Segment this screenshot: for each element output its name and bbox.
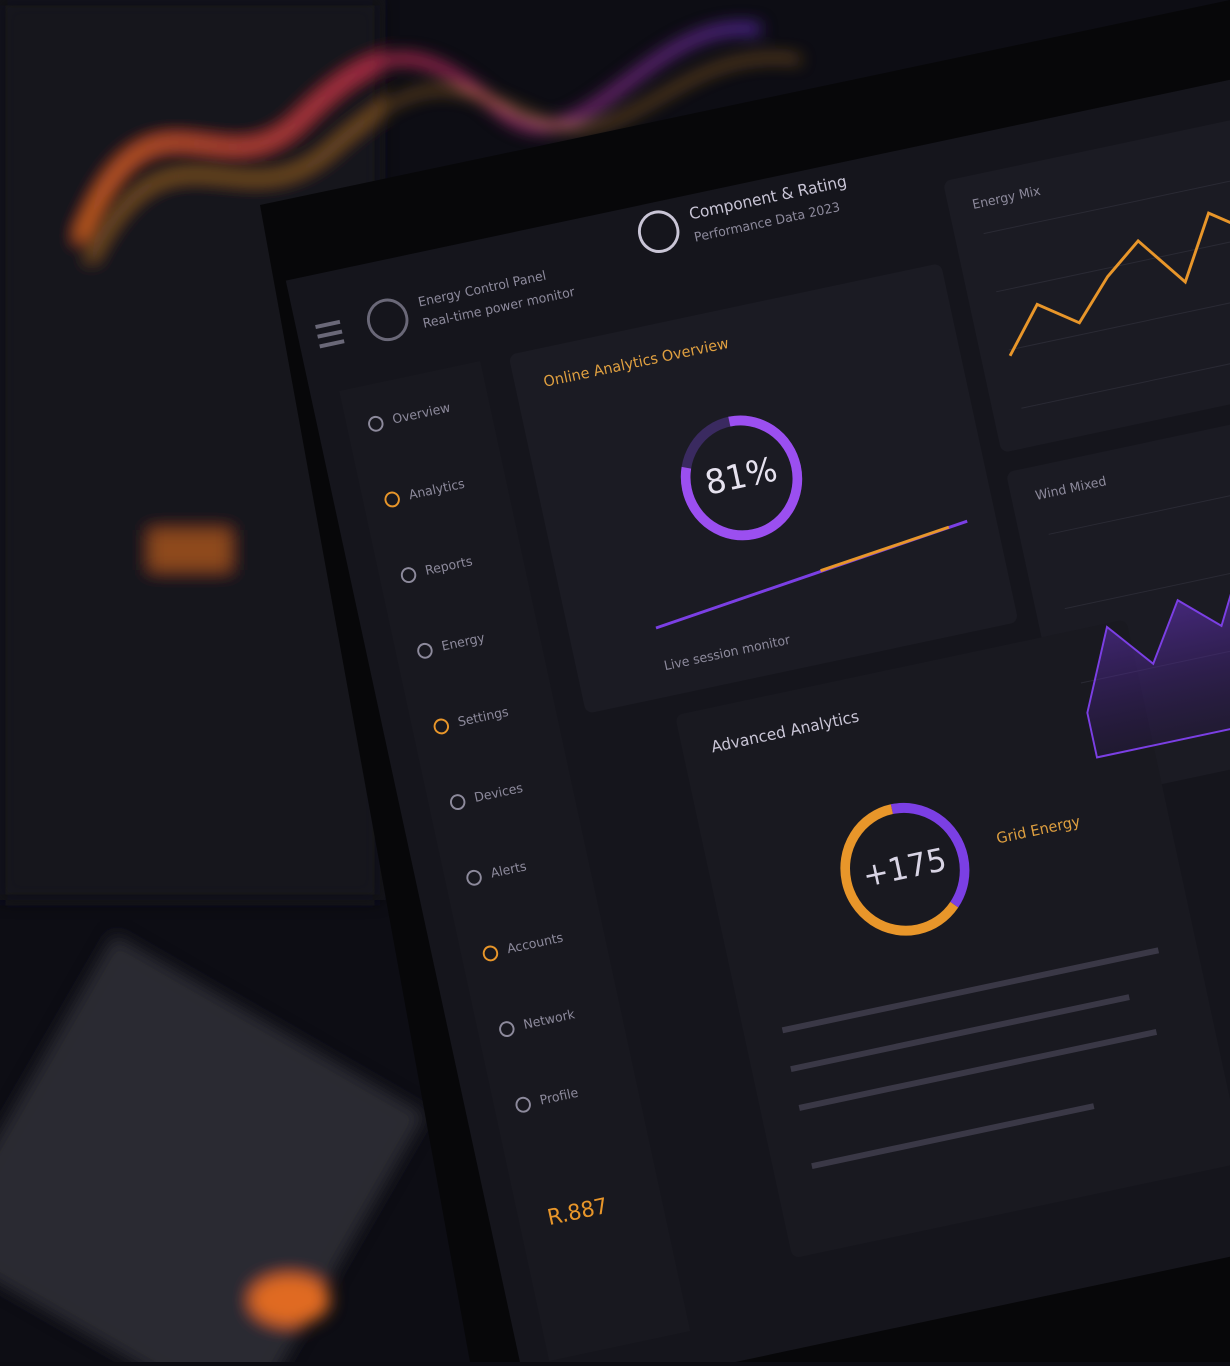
line — [1008, 178, 1230, 357]
menu-icon — [315, 319, 345, 349]
chart-guide — [1048, 463, 1230, 535]
progress-line — [820, 525, 950, 573]
sidebar-icon — [433, 718, 450, 735]
ring-segment — [840, 802, 970, 936]
sidebar-item: Alerts — [489, 858, 528, 880]
sidebar-icon — [466, 869, 482, 886]
text-lines — [781, 947, 1160, 1170]
chart-guide — [983, 163, 1230, 235]
sidebar-icon — [417, 642, 433, 659]
ring-panel — [676, 620, 1230, 1258]
gauge-panel — [509, 264, 1018, 713]
sidebar-icon — [449, 794, 466, 811]
line-chart-panel — [944, 102, 1230, 452]
title-icon — [637, 210, 680, 253]
sidebar-icon — [482, 945, 499, 962]
area — [1086, 475, 1230, 759]
chart-guide — [1021, 337, 1230, 409]
sidebar-icon — [384, 491, 400, 508]
chart-guide — [1008, 279, 1230, 351]
brand-icon — [366, 298, 409, 342]
sidebar-icon — [515, 1096, 531, 1113]
chart-guide — [1064, 538, 1230, 610]
sidebar-icon — [368, 415, 384, 432]
sidebar-icon — [499, 1021, 515, 1038]
chart-guide — [996, 221, 1230, 293]
sidebar — [339, 361, 691, 1362]
sidebar-icon — [400, 567, 417, 584]
